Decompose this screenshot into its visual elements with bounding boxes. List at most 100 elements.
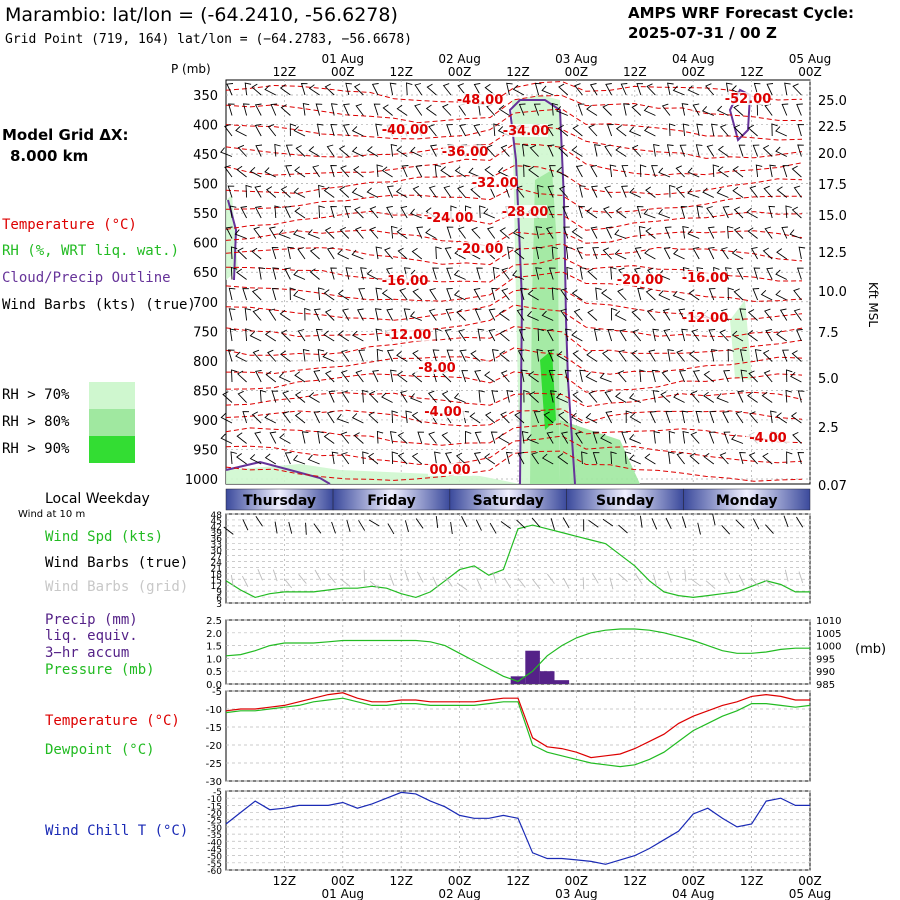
wind-barb xyxy=(687,229,700,239)
top-time-tick: 12Z xyxy=(389,65,413,79)
wind-barb-grid xyxy=(476,578,482,590)
wind-barb xyxy=(572,391,583,403)
wind-barb xyxy=(353,83,364,96)
wind-barb xyxy=(501,267,510,280)
wind-barb xyxy=(505,451,513,465)
wind-barb xyxy=(555,106,568,116)
wind-barb xyxy=(308,84,320,96)
temperature-label-bg xyxy=(421,405,465,418)
wind-barb xyxy=(762,349,773,362)
wind-barb xyxy=(318,205,325,219)
wind-barb xyxy=(317,431,324,444)
temperature-label-bg xyxy=(618,273,662,286)
wind-barb xyxy=(244,308,252,321)
wind-barb xyxy=(412,288,423,301)
wind-barb xyxy=(548,165,556,178)
wind-barb xyxy=(688,289,700,301)
wind-barb xyxy=(629,187,641,198)
temperature-label-bg xyxy=(383,123,427,136)
legend-windchill: Wind Chill T (°C) xyxy=(45,823,189,839)
wind-barb xyxy=(445,308,453,321)
wind-barb xyxy=(411,452,423,465)
swatch-rh70 xyxy=(89,382,135,409)
top-date-label: 03 Aug xyxy=(555,52,598,66)
wind-barb xyxy=(368,411,379,424)
wind-barb xyxy=(410,146,422,157)
wind-barb xyxy=(678,308,686,321)
wind-barb xyxy=(390,369,397,383)
wind-barb xyxy=(231,369,238,383)
wind-barb xyxy=(289,287,296,301)
wind-barb xyxy=(547,185,555,198)
wind-barb xyxy=(426,83,437,96)
wind-barb xyxy=(371,83,379,96)
wind-barb xyxy=(661,370,671,383)
wind-barb xyxy=(797,144,804,157)
temperature-contour-label: -34.00 xyxy=(503,124,550,139)
windchill-tick-label: -30 xyxy=(207,824,222,834)
windchill-tick-label: -40 xyxy=(207,838,222,848)
wind-barb xyxy=(406,82,413,96)
legend-temperature: Temperature (°C) xyxy=(2,217,137,233)
wind-barb xyxy=(474,370,481,383)
weekday-label: Monday xyxy=(716,493,778,509)
wind-barb xyxy=(316,123,324,137)
wind-barb xyxy=(323,289,335,301)
bottom-date-label: 02 Aug xyxy=(438,887,481,900)
wind-barb xyxy=(646,308,656,321)
wind-barb xyxy=(453,393,466,403)
temperature-contour-label: -4.00 xyxy=(424,405,461,420)
wind-barb xyxy=(444,247,452,260)
wind-barb xyxy=(733,288,744,301)
height-tick-label: 17.5 xyxy=(818,178,847,193)
wind-barb xyxy=(644,248,656,260)
wind-barb xyxy=(689,452,700,465)
wind-barb xyxy=(498,104,510,116)
wind-barb xyxy=(682,226,689,239)
wind-barb xyxy=(264,167,276,178)
wind-barb xyxy=(667,82,674,96)
wind-barb xyxy=(499,329,510,342)
wind-barb xyxy=(672,290,685,301)
wind-barb xyxy=(444,329,452,342)
pressure-tick-label: 400 xyxy=(193,119,218,134)
wind-barb-grid xyxy=(684,569,687,582)
wind-barb-true xyxy=(461,516,468,528)
precip-tick-label: 0.0 xyxy=(206,680,222,691)
wind-barb-true xyxy=(712,513,716,526)
wind-barb xyxy=(400,390,408,403)
temperature-contour xyxy=(225,450,803,482)
wind-barb xyxy=(793,288,802,301)
wind-barb xyxy=(798,246,806,260)
wind-barb xyxy=(760,289,773,301)
wind-barb xyxy=(307,454,320,465)
temperature-contour-label: -20.00 xyxy=(457,242,504,257)
legend-cloud: Cloud/Precip Outline xyxy=(2,270,171,286)
temp-tick-label: -30 xyxy=(206,777,222,788)
wind-barb xyxy=(588,124,598,137)
height-tick-label: 0.07 xyxy=(818,479,847,494)
wind-barb xyxy=(625,410,633,423)
wind-barb xyxy=(521,431,529,444)
wind-barb xyxy=(769,164,776,178)
station-title: Marambio: lat/lon = (-64.2410, -56.6278) xyxy=(5,4,398,26)
wind-barb xyxy=(416,226,423,239)
bottom-time-tick: 00Z xyxy=(565,874,589,888)
wind-barb xyxy=(441,103,452,116)
wind-barb xyxy=(665,411,673,424)
wind-barb xyxy=(454,166,466,178)
wind-barb xyxy=(652,390,660,403)
wind-barb xyxy=(399,288,408,301)
wind-barb xyxy=(557,453,569,465)
wind-barb xyxy=(658,290,671,301)
wind-barb xyxy=(284,452,292,465)
wind-tick-label: 6 xyxy=(216,594,222,604)
wind-barb xyxy=(396,104,408,116)
wind-barb xyxy=(675,165,685,178)
wind-barb xyxy=(786,369,793,383)
wind-barb xyxy=(764,308,773,321)
wind-barb xyxy=(294,371,306,383)
precip-tick-label: 0.5 xyxy=(206,667,222,678)
wind-barb-grid xyxy=(532,578,541,589)
wind-barb xyxy=(434,451,441,465)
